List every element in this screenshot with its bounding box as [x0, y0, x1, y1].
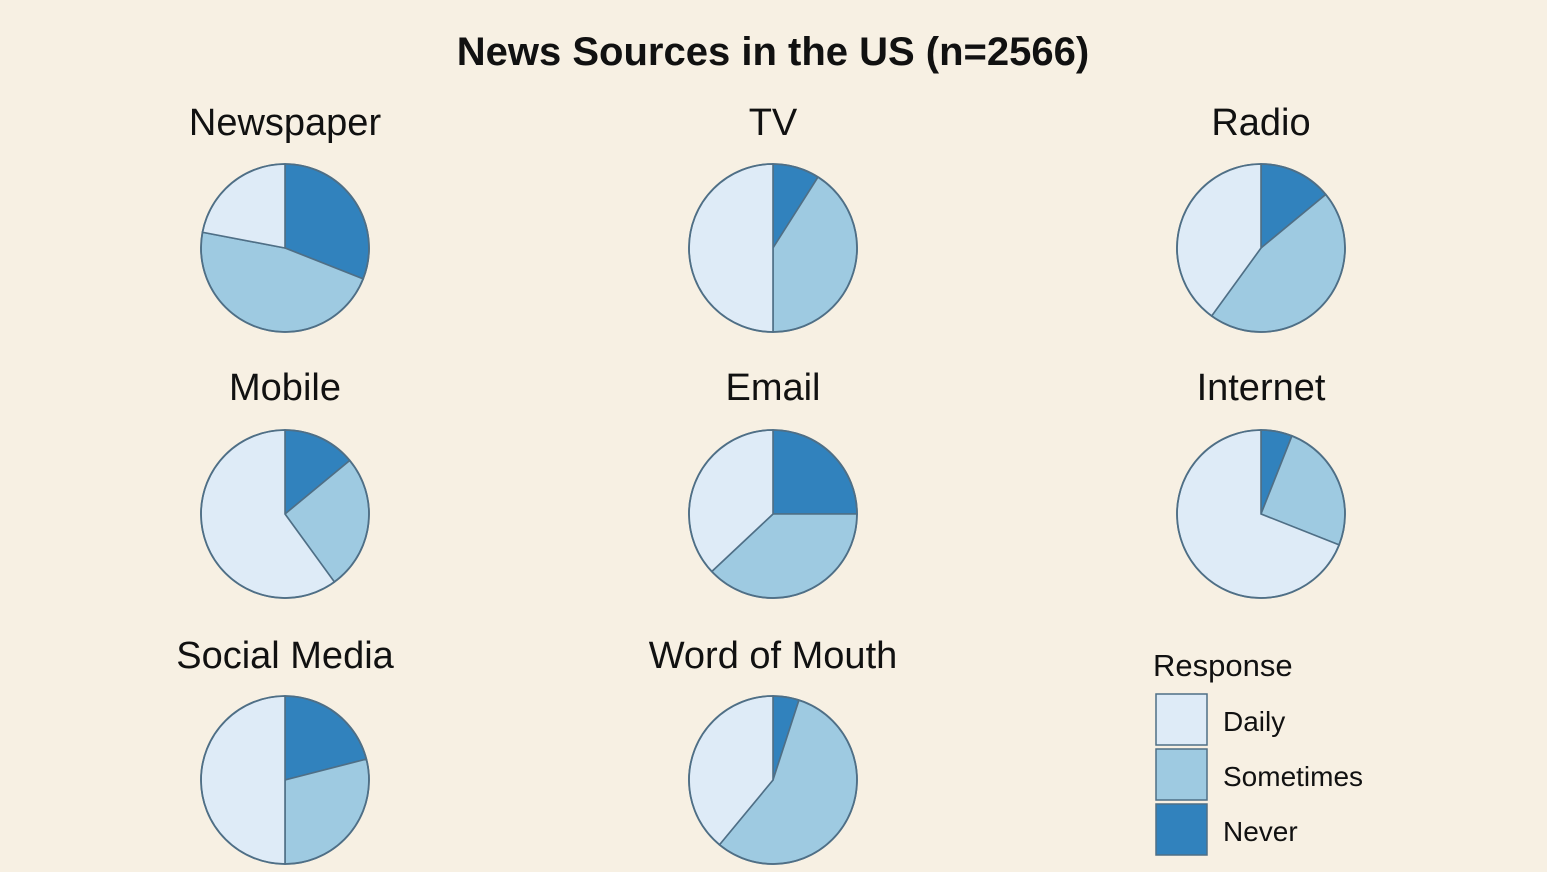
pie-outline: [688, 163, 858, 333]
slice-social-media-daily: [200, 695, 286, 865]
legend-label-never: Never: [1223, 816, 1298, 847]
pie-internet: Internet: [1176, 367, 1346, 599]
pie-outline: [1176, 429, 1346, 599]
pie-newspaper: Newspaper: [189, 102, 382, 333]
pie-title: Internet: [1197, 367, 1326, 409]
chart-title: News Sources in the US (n=2566): [457, 30, 1089, 74]
pie-outline: [200, 163, 370, 333]
pie-tv: TV: [688, 102, 858, 333]
legend-label-daily: Daily: [1223, 706, 1285, 737]
pie-title: TV: [749, 102, 798, 144]
pie-word-of-mouth: Word of Mouth: [649, 635, 898, 865]
legend-title: Response: [1153, 648, 1293, 683]
pie-outline: [1176, 163, 1346, 333]
pie-radio: Radio: [1176, 102, 1346, 333]
pie-outline: [688, 695, 858, 865]
pie-title: Email: [725, 367, 820, 409]
pie-outline: [200, 429, 370, 599]
pie-title: Newspaper: [189, 102, 382, 144]
legend-label-sometimes: Sometimes: [1223, 761, 1363, 792]
pie-email: Email: [688, 367, 858, 599]
slice-email-never: [772, 429, 858, 515]
pie-title: Mobile: [229, 367, 341, 409]
pie-title: Social Media: [176, 635, 394, 677]
pie-social-media: Social Media: [176, 635, 395, 865]
pie-mobile: Mobile: [200, 367, 370, 599]
legend-key-daily: [1155, 693, 1208, 746]
legend-key-never: [1155, 803, 1208, 856]
pie-title: Radio: [1211, 102, 1310, 144]
pie-grid: Newspaper TV Radio Mobile Email Internet Socia…: [176, 102, 1346, 865]
legend-entries: Daily Sometimes Never: [1155, 693, 1363, 856]
legend-key-sometimes: [1155, 748, 1208, 801]
slice-tv-daily: [688, 163, 774, 333]
slice-newspaper-daily: [201, 163, 286, 249]
pie-outline: [200, 695, 370, 865]
pie-title: Word of Mouth: [649, 635, 898, 677]
pie-outline: [688, 429, 858, 599]
legend: Response Daily Sometimes Never: [1153, 648, 1363, 856]
